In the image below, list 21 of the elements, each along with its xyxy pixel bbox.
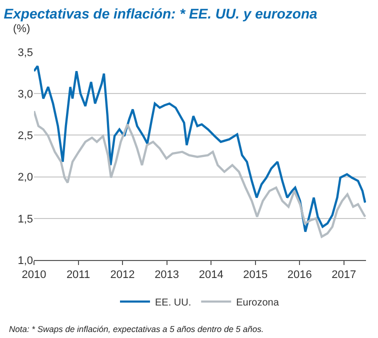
y-tick-label: 2,0 [18, 172, 33, 184]
x-tick-label: 2017 [332, 269, 356, 282]
y-tick-label: 3,0 [18, 88, 33, 100]
y-tick-label: 1,0 [18, 254, 33, 267]
y-tick-label: 3,5 [18, 46, 33, 59]
x-tick-label: 2011 [66, 269, 90, 282]
chart-title: Expectativas de inflación: * EE. UU. y eurozona [4, 5, 318, 22]
legend-label: Eurozona [236, 297, 280, 308]
y-axis-title: (%) [13, 23, 30, 35]
x-tick-label: 2014 [198, 269, 224, 282]
y-tick-label: 1,5 [18, 213, 33, 226]
legend-label: EE. UU. [155, 297, 192, 308]
line-series [34, 110, 366, 238]
text: Nota: * Swaps de inflación, expectativas a 5 años dentro de 5 años. [9, 324, 264, 334]
x-tick-label: 2016 [287, 269, 312, 282]
x-tick-label: 2015 [243, 269, 268, 282]
x-tick-label: 2010 [22, 269, 46, 282]
x-tick-label: 2013 [154, 269, 180, 282]
x-tick-label: 2012 [110, 269, 135, 282]
y-tick-label: 2,5 [18, 130, 33, 142]
line-series [34, 65, 366, 233]
